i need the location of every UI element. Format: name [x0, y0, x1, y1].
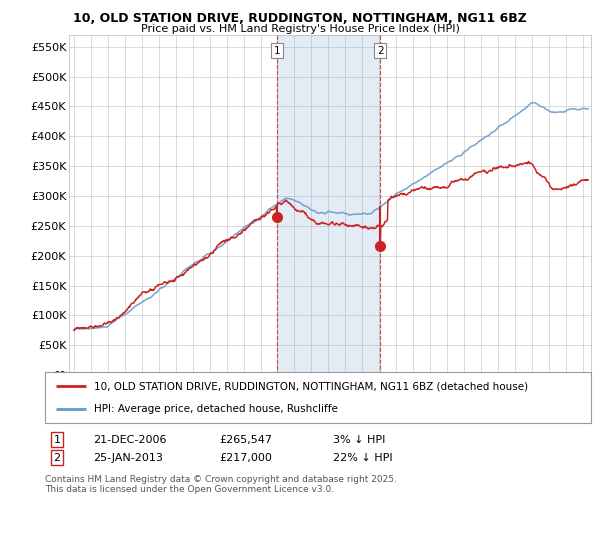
Text: 21-DEC-2006: 21-DEC-2006	[93, 435, 167, 445]
Text: 1: 1	[53, 435, 61, 445]
Text: HPI: Average price, detached house, Rushcliffe: HPI: Average price, detached house, Rush…	[94, 404, 338, 414]
Text: £265,547: £265,547	[219, 435, 272, 445]
Text: 25-JAN-2013: 25-JAN-2013	[93, 452, 163, 463]
Bar	[277, 35, 380, 375]
Text: Price paid vs. HM Land Registry's House Price Index (HPI): Price paid vs. HM Land Registry's House …	[140, 24, 460, 34]
Text: 2: 2	[377, 46, 383, 56]
Text: 10, OLD STATION DRIVE, RUDDINGTON, NOTTINGHAM, NG11 6BZ (detached house): 10, OLD STATION DRIVE, RUDDINGTON, NOTTI…	[94, 381, 528, 391]
Text: Contains HM Land Registry data © Crown copyright and database right 2025.
This d: Contains HM Land Registry data © Crown c…	[45, 475, 397, 494]
Text: 10, OLD STATION DRIVE, RUDDINGTON, NOTTINGHAM, NG11 6BZ: 10, OLD STATION DRIVE, RUDDINGTON, NOTTI…	[73, 12, 527, 25]
Text: 3% ↓ HPI: 3% ↓ HPI	[333, 435, 385, 445]
Text: 22% ↓ HPI: 22% ↓ HPI	[333, 452, 392, 463]
Text: £217,000: £217,000	[219, 452, 272, 463]
Text: 2: 2	[53, 452, 61, 463]
Text: 1: 1	[274, 46, 280, 56]
